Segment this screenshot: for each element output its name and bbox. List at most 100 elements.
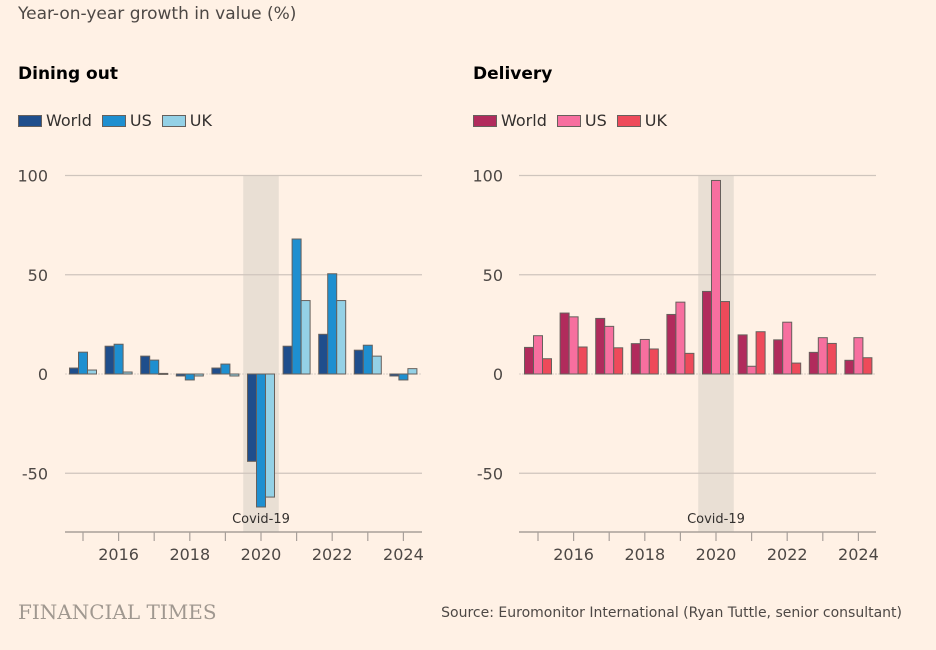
- bar-uk-2016: [577, 346, 588, 375]
- bar-world-2020: [247, 373, 257, 462]
- covid-annotation: Covid-19: [687, 512, 745, 527]
- bar-us-2023: [362, 344, 373, 375]
- bar-world-2024: [844, 359, 855, 375]
- bar-world-2019: [666, 313, 677, 375]
- bar-world-2021: [282, 345, 293, 375]
- bar-uk-2020: [720, 301, 730, 375]
- bar-us-2024: [398, 373, 409, 381]
- legend-item-us: US: [556, 111, 607, 130]
- legend-item-uk: UK: [161, 111, 212, 130]
- bar-uk-2018: [193, 373, 204, 377]
- x-tick-label: 2016: [553, 545, 594, 564]
- bar-world-2023: [808, 351, 819, 375]
- bar-uk-2018: [648, 348, 659, 375]
- legend-label: World: [46, 111, 92, 130]
- bar-uk-2023: [371, 355, 382, 375]
- x-tick-label: 2018: [624, 545, 665, 564]
- y-tick-label: 0: [38, 365, 48, 384]
- bar-uk-2024: [862, 357, 873, 375]
- x-tick-label: 2024: [838, 545, 879, 564]
- bar-uk-2022: [791, 362, 802, 375]
- legend-delivery: World US UK: [473, 111, 677, 130]
- x-tick-label: 2022: [767, 545, 808, 564]
- panel-title-dining-out: Dining out: [18, 64, 118, 84]
- legend-swatch-uk: [161, 114, 186, 127]
- bar-us-2024: [853, 337, 864, 375]
- bar-uk-2021: [755, 331, 766, 375]
- bar-us-2022: [782, 321, 793, 375]
- bar-world-2020: [702, 290, 712, 375]
- legend-label: UK: [644, 111, 667, 130]
- bar-world-2016: [104, 345, 115, 375]
- bar-us-2015: [78, 351, 88, 375]
- x-tick-label: 2024: [383, 545, 424, 564]
- legend-label: US: [584, 111, 607, 130]
- legend-swatch-uk: [616, 114, 641, 127]
- covid-annotation: Covid-19: [232, 512, 290, 527]
- bar-uk-2016: [122, 371, 133, 375]
- bar-us-2022: [327, 273, 338, 375]
- bar-us-2016: [113, 343, 124, 375]
- legend-item-us: US: [101, 111, 152, 130]
- legend-swatch-us: [556, 114, 581, 127]
- bar-uk-2017: [158, 372, 169, 375]
- bar-us-2015: [533, 335, 543, 375]
- bar-uk-2015: [542, 358, 552, 375]
- legend-item-uk: UK: [616, 111, 667, 130]
- bar-us-2017: [604, 325, 615, 375]
- bar-us-2023: [817, 337, 828, 375]
- legend-item-world: World: [473, 111, 547, 130]
- bar-world-2017: [140, 355, 151, 375]
- legend-swatch-world: [18, 114, 42, 127]
- legend-dining-out: World US UK: [18, 111, 222, 130]
- bar-world-2018: [630, 343, 641, 375]
- y-tick-label: 50: [483, 266, 503, 285]
- bar-us-2019: [675, 301, 686, 375]
- x-tick-label: 2016: [98, 545, 139, 564]
- y-tick-label: -50: [22, 464, 48, 483]
- legend-label: World: [501, 111, 547, 130]
- bar-us-2018: [639, 338, 650, 375]
- x-tick-label: 2020: [241, 545, 282, 564]
- bar-us-2020: [711, 179, 721, 375]
- bar-uk-2024: [407, 368, 418, 375]
- bar-us-2021: [746, 365, 757, 375]
- ft-logo: FINANCIAL TIMES: [18, 600, 217, 624]
- bar-world-2021: [737, 334, 748, 375]
- bar-world-2016: [559, 312, 570, 375]
- bar-uk-2022: [336, 300, 347, 375]
- legend-swatch-us: [101, 114, 126, 127]
- legend-label: US: [129, 111, 152, 130]
- bar-world-2024: [389, 373, 400, 377]
- y-tick-label: 100: [17, 167, 48, 186]
- legend-item-world: World: [18, 111, 92, 130]
- source-note: Source: Euromonitor International (Ryan …: [441, 605, 902, 621]
- y-tick-label: 0: [493, 365, 503, 384]
- bar-uk-2019: [684, 352, 695, 375]
- bar-uk-2015: [87, 369, 97, 375]
- x-tick-label: 2022: [312, 545, 353, 564]
- bar-uk-2023: [826, 342, 837, 375]
- bar-us-2016: [568, 316, 579, 375]
- bar-us-2019: [220, 363, 231, 375]
- bar-world-2019: [211, 367, 222, 375]
- legend-swatch-world: [473, 114, 497, 127]
- bar-us-2020: [256, 373, 266, 508]
- bar-world-2015: [69, 367, 79, 375]
- bar-uk-2021: [300, 300, 311, 375]
- bar-uk-2017: [613, 347, 624, 375]
- chart-subtitle: Year-on-year growth in value (%): [18, 4, 297, 24]
- legend-label: UK: [189, 111, 212, 130]
- bar-us-2017: [149, 359, 160, 375]
- x-tick-label: 2020: [696, 545, 737, 564]
- panel-title-delivery: Delivery: [473, 64, 553, 84]
- bar-world-2022: [773, 339, 784, 375]
- y-tick-label: 50: [28, 266, 48, 285]
- bar-world-2023: [353, 349, 364, 375]
- bar-uk-2019: [229, 373, 240, 377]
- bar-world-2022: [318, 333, 329, 375]
- x-tick-label: 2018: [169, 545, 210, 564]
- y-tick-label: 100: [472, 167, 503, 186]
- bar-world-2015: [524, 346, 534, 375]
